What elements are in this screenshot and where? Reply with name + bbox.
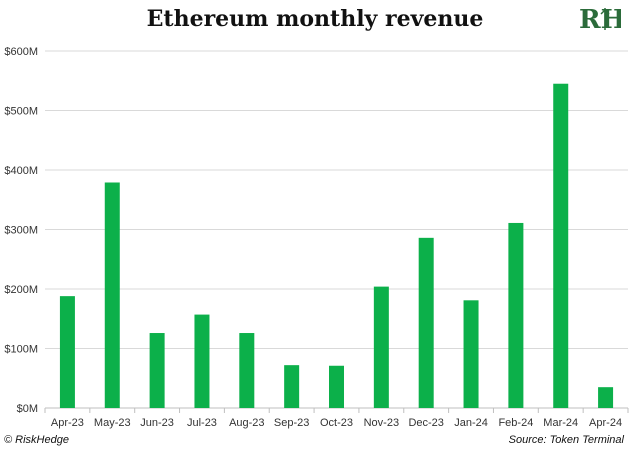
y-tick-label: $0M [17,403,38,415]
y-tick-label: $100M [4,344,38,356]
y-tick-label: $500M [4,106,38,118]
bar [373,286,389,408]
x-tick-label: Jul-23 [187,417,217,429]
x-tick-label: Jan-24 [454,417,488,429]
bar [149,333,165,408]
source-text: Source: Token Terminal [508,434,624,446]
bar [418,237,434,408]
bar [104,182,120,408]
bar [329,365,344,408]
x-tick-label: Apr-23 [51,417,84,429]
x-tick-label: Aug-23 [229,417,264,429]
x-tick-label: Oct-23 [320,417,353,429]
x-tick-label: May-23 [94,417,131,429]
logo-text: RH [579,5,621,34]
x-tick-label: Feb-24 [498,417,533,429]
bar [598,387,614,408]
bar [463,300,479,408]
x-tick-label: Apr-24 [589,417,622,429]
x-tick-label: Mar-24 [543,417,578,429]
x-tick-label: Sep-23 [274,417,309,429]
chart-title: Ethereum monthly revenue [146,6,484,32]
y-tick-label: $400M [4,165,38,177]
copyright-text: © RiskHedge [4,434,69,446]
bar [59,296,75,408]
bar [553,83,569,408]
y-tick-label: $300M [4,225,38,237]
logo-mark: RH [579,5,625,35]
bar [194,314,210,408]
riskhedge-logo: RH [577,4,625,35]
x-tick-label: Jun-23 [140,417,174,429]
x-tick-label: Dec-23 [408,417,443,429]
y-tick-label: $200M [4,284,38,296]
bar [239,333,255,408]
y-tick-label: $600M [4,46,38,58]
bar [284,365,300,408]
x-tick-label: Nov-23 [364,417,399,429]
bar [508,222,524,408]
